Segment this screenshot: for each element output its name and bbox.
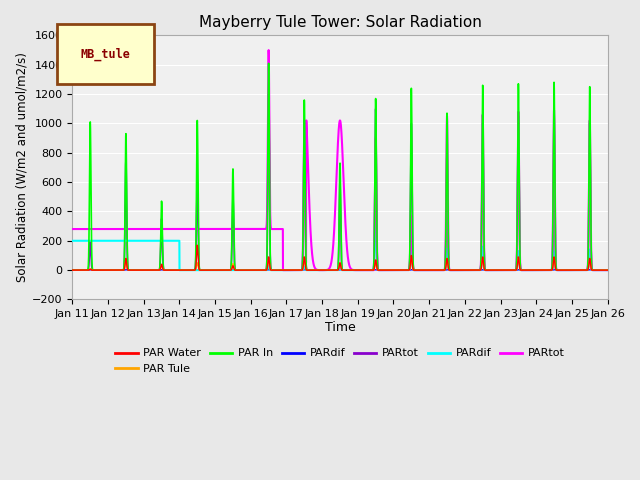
Y-axis label: Solar Radiation (W/m2 and umol/m2/s): Solar Radiation (W/m2 and umol/m2/s) <box>15 52 28 282</box>
Text: MB_tule: MB_tule <box>81 47 131 60</box>
X-axis label: Time: Time <box>324 321 355 334</box>
Title: Mayberry Tule Tower: Solar Radiation: Mayberry Tule Tower: Solar Radiation <box>198 15 481 30</box>
Legend: PAR Water, PAR Tule, PAR In, PARdif, PARtot, PARdif, PARtot: PAR Water, PAR Tule, PAR In, PARdif, PAR… <box>111 344 569 378</box>
